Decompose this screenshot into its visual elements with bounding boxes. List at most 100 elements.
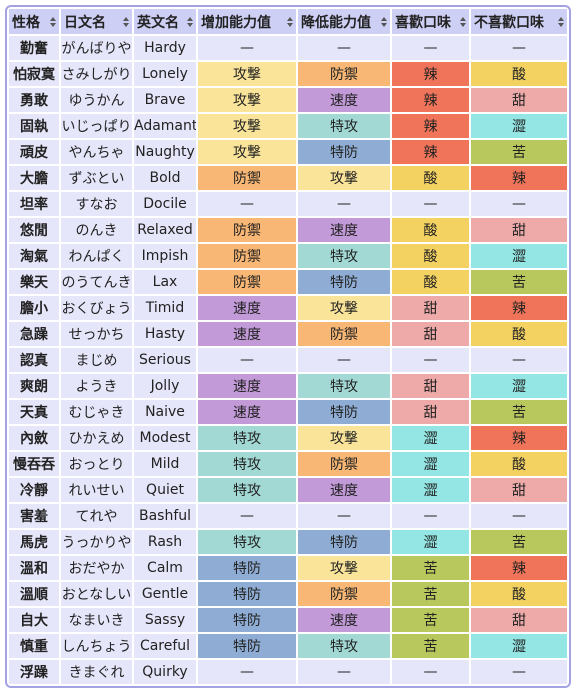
column-header[interactable]: 日文名: [61, 9, 132, 34]
nature-name: 慎重: [9, 634, 59, 658]
table-cell: 甜: [471, 608, 567, 632]
table-cell: 特防: [298, 140, 390, 164]
column-header[interactable]: 英文名: [134, 9, 196, 34]
table-cell: いじっぱり: [61, 114, 132, 138]
table-cell: Bold: [134, 166, 196, 190]
table-cell: 特攻: [298, 244, 390, 268]
table-cell: 速度: [198, 296, 296, 320]
table-cell: 攻撃: [198, 140, 296, 164]
table-cell: 酸: [392, 244, 469, 268]
table-cell: Mild: [134, 452, 196, 476]
table-cell: Bashful: [134, 504, 196, 528]
table-cell: 防禦: [298, 452, 390, 476]
table-cell: —: [471, 660, 567, 684]
table-cell: 澀: [471, 244, 567, 268]
column-header[interactable]: 喜歡口味: [392, 9, 469, 34]
table-cell: 速度: [198, 322, 296, 346]
table-row: 自大 なまいき Sassy 特防 速度苦甜: [9, 608, 567, 632]
table-cell: 甜: [392, 296, 469, 320]
table-row: 溫順 おとなしい Gentle 特防 防禦苦酸: [9, 582, 567, 606]
table-cell: —: [471, 192, 567, 216]
table-cell: —: [198, 660, 296, 684]
table-row: 認真 まじめ Serious — — — —: [9, 348, 567, 372]
table-cell: 特攻: [198, 478, 296, 502]
table-cell: 辣: [471, 556, 567, 580]
table-cell: Docile: [134, 192, 196, 216]
table-cell: 速度: [298, 608, 390, 632]
table-cell: 苦: [471, 140, 567, 164]
table-cell: わんぱく: [61, 244, 132, 268]
table-cell: 甜: [392, 322, 469, 346]
nature-name: 溫順: [9, 582, 59, 606]
table-cell: おくびょう: [61, 296, 132, 320]
column-header[interactable]: 降低能力值: [298, 9, 390, 34]
table-cell: 苦: [471, 530, 567, 554]
table-cell: むじゃき: [61, 400, 132, 424]
table-cell: 特防: [298, 270, 390, 294]
table-cell: 辣: [392, 62, 469, 86]
table-cell: 澀: [392, 452, 469, 476]
table-cell: きまぐれ: [61, 660, 132, 684]
table-cell: 防禦: [298, 322, 390, 346]
table-cell: なまいき: [61, 608, 132, 632]
column-header[interactable]: 增加能力值: [198, 9, 296, 34]
table-cell: 苦: [392, 608, 469, 632]
nature-name: 坦率: [9, 192, 59, 216]
table-row: 溫和 おだやか Calm 特防 攻撃苦辣: [9, 556, 567, 580]
table-row: 冷靜 れいせい Quiet 特攻 速度澀甜: [9, 478, 567, 502]
table-cell: Hasty: [134, 322, 196, 346]
table-cell: 特防: [298, 400, 390, 424]
table-cell: 防禦: [198, 218, 296, 242]
table-cell: Impish: [134, 244, 196, 268]
table-cell: 辣: [471, 166, 567, 190]
column-header[interactable]: 性格: [9, 9, 59, 34]
table-cell: 攻撃: [298, 426, 390, 450]
table-cell: 攻撃: [298, 556, 390, 580]
table-cell: 防禦: [298, 62, 390, 86]
nature-name: 天真: [9, 400, 59, 424]
table-cell: 辣: [392, 140, 469, 164]
nature-name: 樂天: [9, 270, 59, 294]
table-cell: 甜: [392, 400, 469, 424]
table-cell: 特攻: [198, 530, 296, 554]
table-cell: Quirky: [134, 660, 196, 684]
table-cell: —: [198, 504, 296, 528]
table-cell: 特攻: [198, 452, 296, 476]
table-row: 急躁 せっかち Hasty 速度 防禦甜酸: [9, 322, 567, 346]
table-cell: Serious: [134, 348, 196, 372]
table-cell: 攻撃: [198, 114, 296, 138]
table-cell: 辣: [471, 426, 567, 450]
table-cell: 澀: [471, 374, 567, 398]
table-cell: Lonely: [134, 62, 196, 86]
table-cell: 攻撃: [298, 166, 390, 190]
table-cell: Calm: [134, 556, 196, 580]
table-cell: 苦: [471, 400, 567, 424]
table-cell: —: [298, 348, 390, 372]
table-cell: しんちょう: [61, 634, 132, 658]
nature-name: 浮躁: [9, 660, 59, 684]
table-cell: ようき: [61, 374, 132, 398]
table-cell: 特防: [198, 634, 296, 658]
table-cell: 攻撃: [198, 88, 296, 112]
table-row: 浮躁 きまぐれ Quirky — — — —: [9, 660, 567, 684]
nature-name: 馬虎: [9, 530, 59, 554]
table-cell: —: [392, 192, 469, 216]
table-cell: —: [471, 36, 567, 60]
table-row: 害羞 てれや Bashful — — — —: [9, 504, 567, 528]
table-cell: Timid: [134, 296, 196, 320]
table-cell: 特攻: [298, 374, 390, 398]
table-cell: 速度: [198, 400, 296, 424]
nature-name: 膽小: [9, 296, 59, 320]
column-header[interactable]: 不喜歡口味: [471, 9, 567, 34]
table-cell: Brave: [134, 88, 196, 112]
table-cell: 特攻: [298, 114, 390, 138]
nature-name: 爽朗: [9, 374, 59, 398]
nature-name: 溫和: [9, 556, 59, 580]
table-cell: てれや: [61, 504, 132, 528]
table-cell: Naive: [134, 400, 196, 424]
table-cell: おっとり: [61, 452, 132, 476]
nature-name: 勇敢: [9, 88, 59, 112]
table-cell: —: [298, 192, 390, 216]
table-cell: 苦: [392, 556, 469, 580]
